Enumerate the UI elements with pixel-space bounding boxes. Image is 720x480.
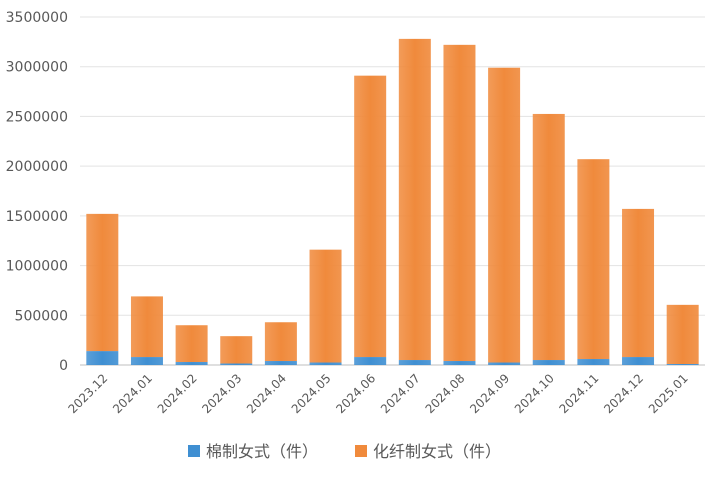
x-tick-label: 2024.05 xyxy=(289,371,334,416)
gridlines xyxy=(80,16,705,366)
y-tick-label: 1500000 xyxy=(6,209,68,225)
bar-cotton-2024.03 xyxy=(220,363,253,365)
bar-cotton-2024.09 xyxy=(488,362,521,365)
bar-cotton-2024.06 xyxy=(354,357,387,365)
bar-synthetic-2024.04 xyxy=(264,322,297,362)
bar-synthetic-2025.01 xyxy=(666,304,699,365)
x-axis-ticks: 2023.12 2024.01 2024.02 2024.03 2024.04 2024.… xyxy=(65,371,690,416)
bars xyxy=(86,38,699,365)
y-tick-label: 500000 xyxy=(15,308,68,324)
bar-cotton-2025.01 xyxy=(666,364,699,365)
legend-cotton-label: 棉制女式（件） xyxy=(206,442,318,461)
x-tick-label: 2025.01 xyxy=(646,371,691,416)
bar-cotton-2024.12 xyxy=(622,357,655,365)
bar-synthetic-2024.03 xyxy=(220,336,253,364)
bar-synthetic-2024.05 xyxy=(309,249,342,363)
x-tick-label: 2024.10 xyxy=(512,371,557,416)
bar-synthetic-2024.06 xyxy=(354,75,387,358)
bar-synthetic-2024.12 xyxy=(622,208,655,358)
x-tick-label: 2024.02 xyxy=(155,371,200,416)
bar-cotton-2024.02 xyxy=(175,362,208,365)
y-tick-label: 2500000 xyxy=(6,109,68,125)
x-tick-label: 2024.11 xyxy=(557,371,602,416)
bar-cotton-2023.12 xyxy=(86,351,119,365)
y-tick-label: 2000000 xyxy=(6,159,68,175)
bar-synthetic-2024.01 xyxy=(130,296,163,358)
legend: 棉制女式（件） 化纤制女式（件） xyxy=(188,442,501,461)
legend-cotton-swatch xyxy=(188,445,200,457)
x-tick-label: 2024.01 xyxy=(110,371,155,416)
y-axis-ticks: 0 500000 1000000 1500000 2000000 2500000 30000… xyxy=(6,10,68,374)
x-tick-label: 2024.07 xyxy=(378,371,423,416)
bar-synthetic-2023.12 xyxy=(86,213,119,352)
x-tick-label: 2024.03 xyxy=(199,371,244,416)
bar-synthetic-2024.11 xyxy=(577,159,610,360)
bar-synthetic-2024.07 xyxy=(398,38,431,361)
bar-cotton-2024.07 xyxy=(398,360,431,365)
bar-synthetic-2024.02 xyxy=(175,325,208,363)
y-tick-label: 1000000 xyxy=(6,259,68,275)
x-tick-label: 2024.12 xyxy=(601,371,646,416)
bar-synthetic-2024.09 xyxy=(488,67,521,363)
bar-cotton-2024.08 xyxy=(443,361,476,365)
x-tick-label: 2024.08 xyxy=(423,371,468,416)
bar-cotton-2024.04 xyxy=(264,361,297,365)
y-tick-label: 3000000 xyxy=(6,60,68,76)
bar-synthetic-2024.10 xyxy=(532,113,565,361)
x-tick-label: 2024.09 xyxy=(467,371,512,416)
bar-cotton-2024.11 xyxy=(577,359,610,365)
bar-cotton-2024.10 xyxy=(532,360,565,365)
bar-cotton-2024.01 xyxy=(130,357,163,365)
legend-synthetic-label: 化纤制女式（件） xyxy=(373,442,501,461)
bar-synthetic-2024.08 xyxy=(443,44,476,362)
x-tick-label: 2024.06 xyxy=(333,371,378,416)
bar-cotton-2024.05 xyxy=(309,362,342,365)
y-tick-label: 0 xyxy=(59,358,68,374)
x-tick-label: 2024.04 xyxy=(244,371,289,416)
legend-synthetic-swatch xyxy=(355,445,367,457)
x-tick-label: 2023.12 xyxy=(65,371,110,416)
y-tick-label: 3500000 xyxy=(6,10,68,26)
